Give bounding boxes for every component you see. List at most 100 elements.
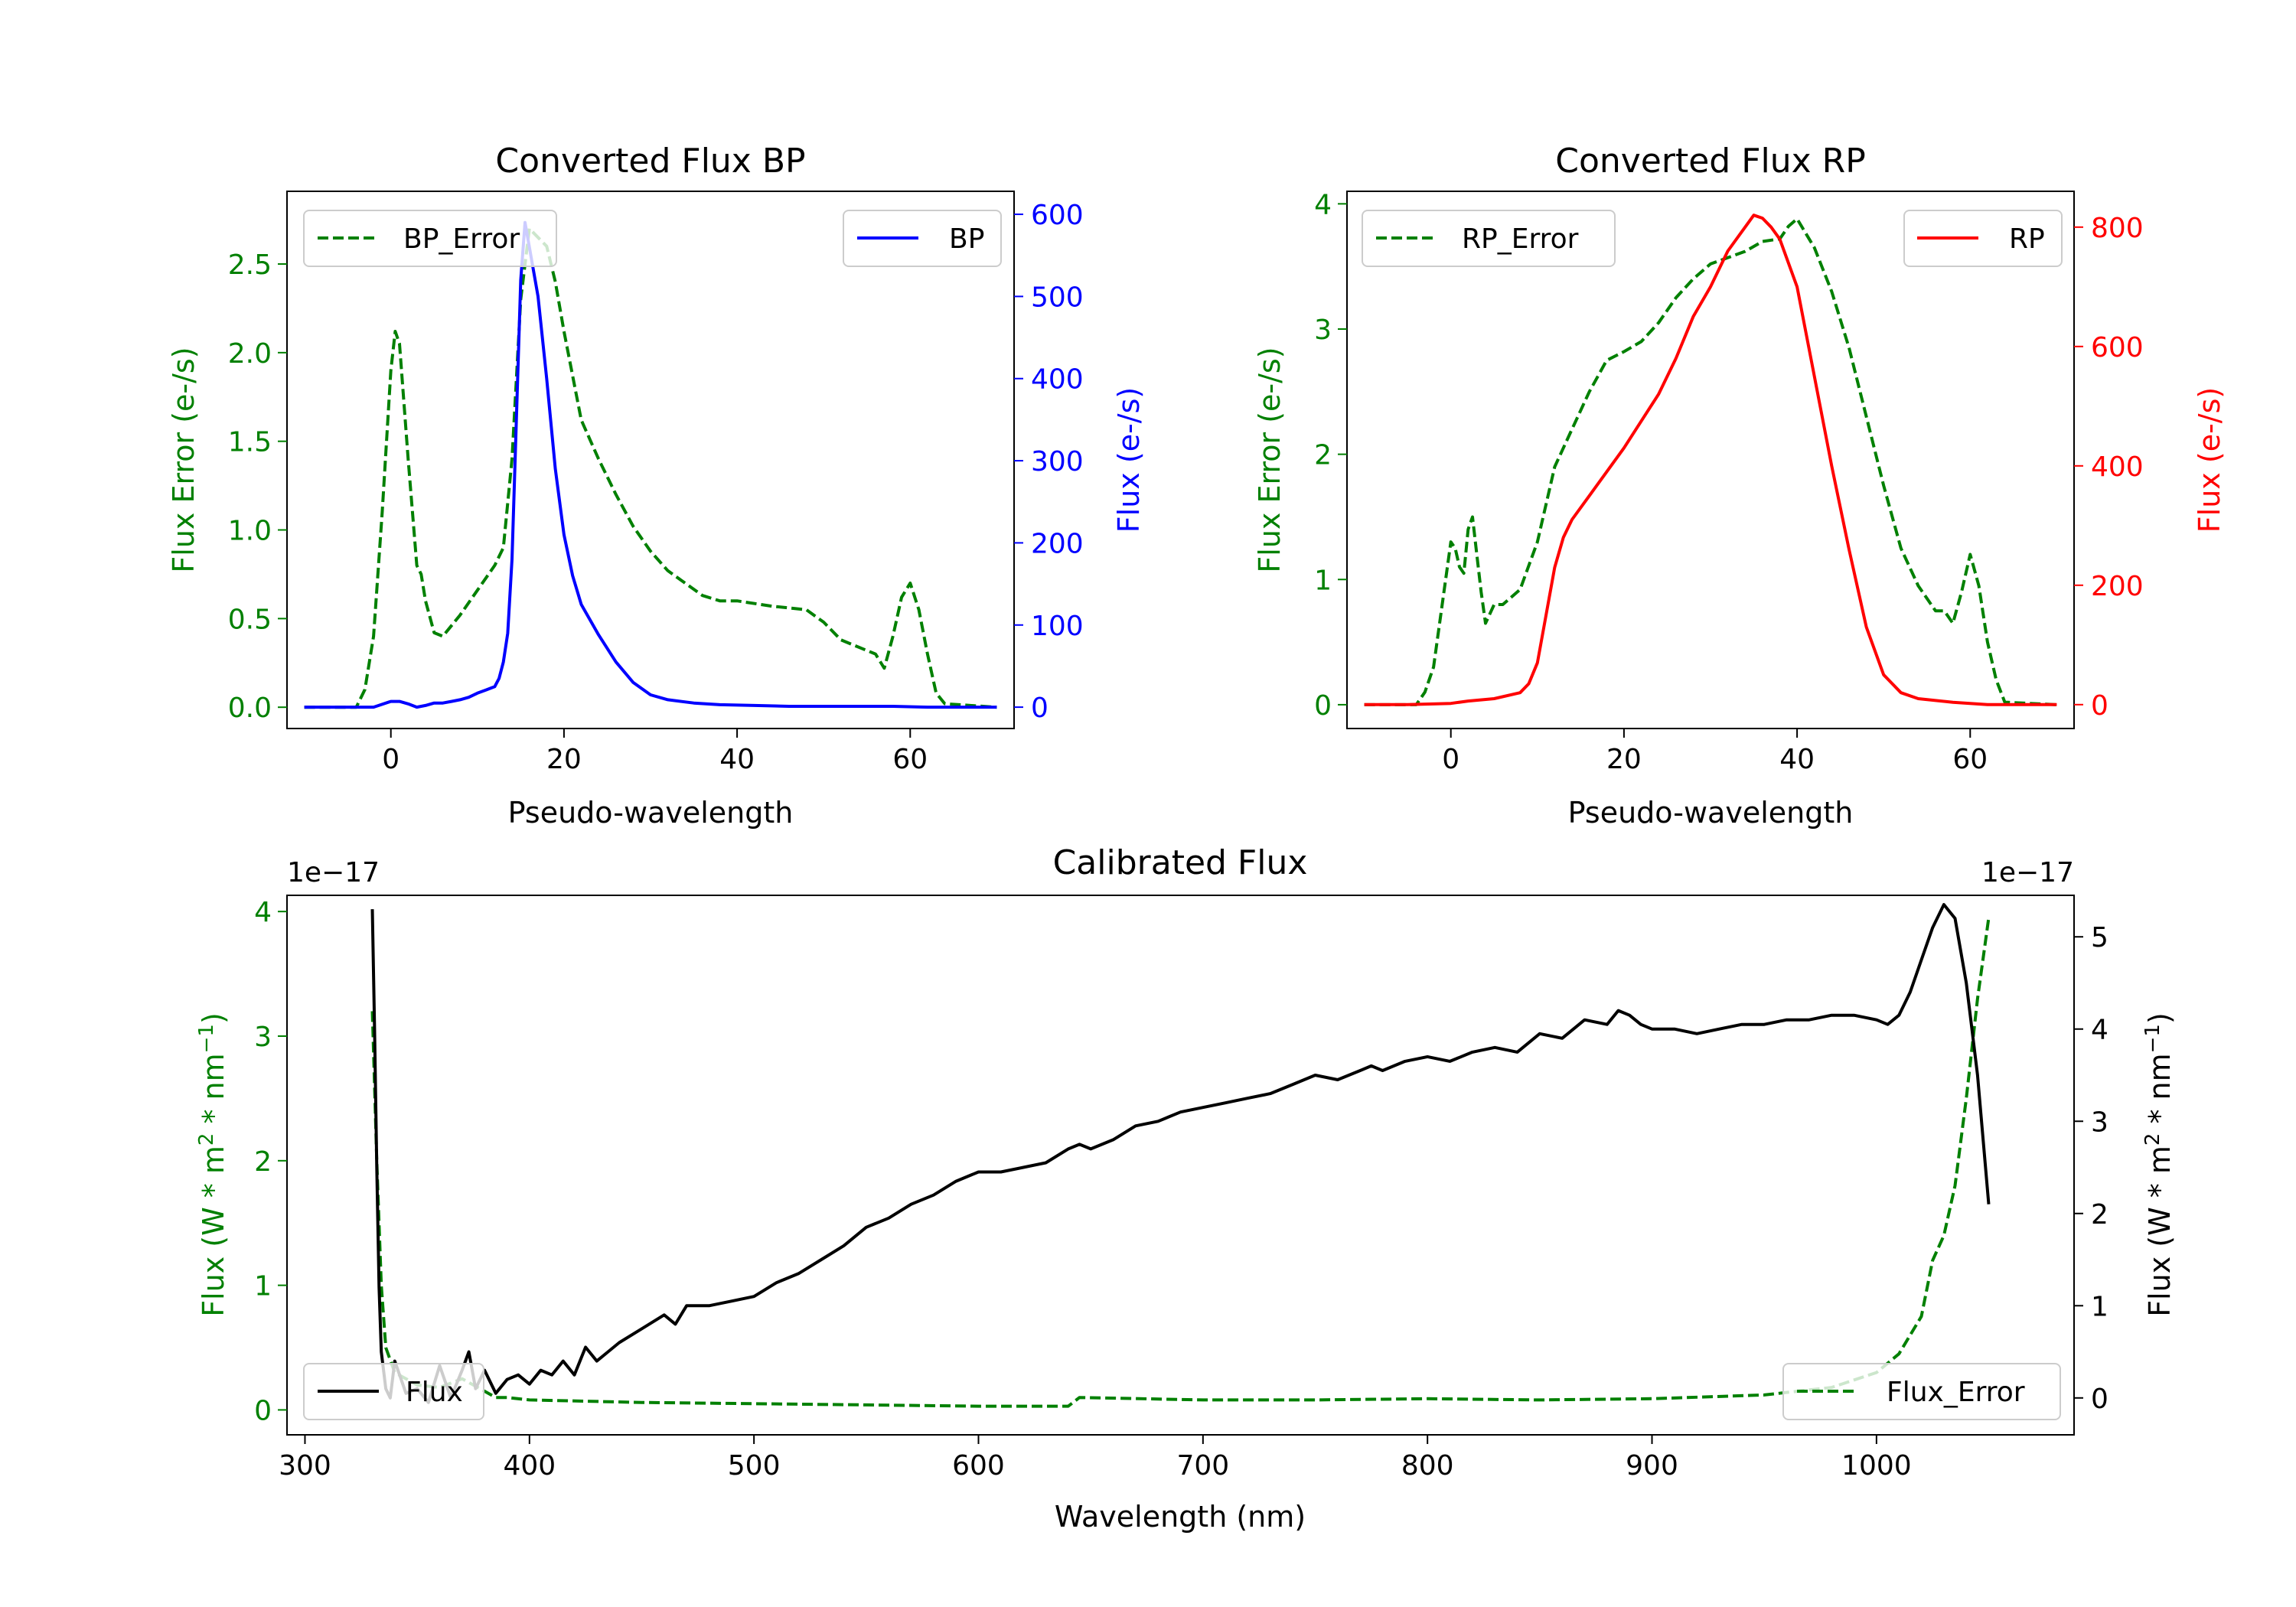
calibrated-left-ticks: 0 1 2 3 4	[254, 897, 287, 1426]
bp-legend-right: BP	[843, 210, 1002, 267]
calibrated-left-y-label-sup1: 2	[195, 1133, 218, 1146]
rp-right-tick-label: 600	[2091, 332, 2144, 363]
rp-frame	[1346, 191, 2075, 729]
calibrated-right-y-label-main: Flux (W * m	[2143, 1146, 2177, 1317]
calibrated-legend-right: Flux_Error	[1782, 1363, 2061, 1420]
calibrated-left-y-label-sup2: −1	[195, 1024, 218, 1053]
bp-right-tick-label: 500	[1031, 282, 1084, 313]
cal-left-tick-label: 3	[254, 1022, 272, 1053]
rp-right-tick-label: 800	[2091, 213, 2144, 244]
bp-x-tick-label: 20	[546, 744, 582, 775]
flux-error-legend-box	[1782, 1363, 2061, 1420]
rp-panel: 0 20 40 60 0 1 2 3 4 0 200 400 600 800 Converted Fl…	[1253, 142, 2226, 830]
rp-legend-left-box	[1362, 210, 1616, 267]
rp-x-tick-label: 40	[1779, 744, 1815, 775]
rp-right-tick-label: 400	[2091, 451, 2144, 483]
cal-left-tick-label: 2	[254, 1146, 272, 1178]
calibrated-right-offset: 1e−17	[1981, 857, 2074, 888]
cal-left-tick-label: 4	[254, 897, 272, 928]
calibrated-right-y-label-sup2: −1	[2141, 1024, 2164, 1053]
calibrated-title: Calibrated Flux	[1053, 843, 1308, 882]
bp-right-tick-label: 600	[1031, 200, 1084, 231]
calibrated-right-y-label-end: )	[2143, 1012, 2177, 1024]
cal-left-tick-label: 0	[254, 1395, 272, 1426]
cal-x-tick-label: 1000	[1841, 1450, 1912, 1482]
rp-left-tick-label: 2	[1314, 440, 1332, 471]
rp-plot-area	[1347, 191, 2074, 729]
bp-right-tick-label: 200	[1031, 528, 1084, 559]
bp-legend-label: BP	[949, 223, 984, 255]
cal-x-tick-label: 800	[1401, 1450, 1454, 1482]
calibrated-panel: 300 400 500 600 700 800 900 1000 0 1 2 3 4 0 1 2 3 4 5 C…	[195, 843, 2177, 1534]
calibrated-left-y-label-main: Flux (W * m	[197, 1146, 230, 1317]
rp-rp-line	[1364, 214, 2057, 706]
bp-title: Converted Flux BP	[495, 142, 805, 181]
rp-title: Converted Flux RP	[1555, 142, 1866, 181]
cal-left-tick-label: 1	[254, 1271, 272, 1302]
cal-x-tick-label: 600	[952, 1450, 1005, 1482]
rp-x-tick-label: 60	[1952, 744, 1988, 775]
cal-flux-line	[370, 903, 1991, 1404]
rp-x-tick-label: 20	[1606, 744, 1642, 775]
rp-legend-right: RP	[1903, 210, 2063, 267]
calibrated-x-ticks: 300 400 500 600 700 800 900 1000	[279, 1435, 1912, 1482]
rp-right-ticks: 0 200 400 600 800	[2074, 213, 2144, 722]
calibrated-right-y-label-sup1: 2	[2141, 1133, 2164, 1146]
cal-x-tick-label: 900	[1626, 1450, 1678, 1482]
cal-right-tick-label: 2	[2091, 1199, 2108, 1231]
bp-x-tick-label: 0	[382, 744, 400, 775]
cal-x-tick-label: 700	[1176, 1450, 1229, 1482]
rp-lines	[1364, 214, 2057, 706]
rp-rp-error-line	[1364, 217, 2057, 706]
rp-right-tick-label: 0	[2091, 690, 2108, 722]
cal-right-tick-label: 5	[2091, 922, 2108, 953]
rp-x-ticks: 0 20 40 60	[1442, 729, 1988, 775]
bp-x-ticks: 0 20 40 60	[382, 729, 928, 775]
calibrated-legend-left: Flux	[303, 1363, 484, 1420]
rp-x-tick-label: 0	[1442, 744, 1459, 775]
bp-left-tick-label: 0.0	[228, 693, 272, 724]
bp-left-tick-label: 2.5	[228, 249, 272, 281]
rp-left-ticks: 0 1 2 3 4	[1314, 189, 1347, 722]
bp-right-ticks: 0 100 200 300 400 500 600	[1014, 200, 1084, 724]
bp-panel: 0 20 40 60 0.0 0.5 1.0 1.5 2.0 2.5 0 100 200 300 400…	[167, 142, 1146, 830]
calibrated-x-label: Wavelength (nm)	[1055, 1500, 1306, 1534]
bp-legend-left: BP_Error	[303, 210, 557, 267]
rp-legend-right-box	[1903, 210, 2063, 267]
rp-right-tick-label: 200	[2091, 571, 2144, 602]
bp-left-tick-label: 0.5	[228, 604, 272, 635]
bp-right-tick-label: 400	[1031, 364, 1084, 396]
bp-left-tick-label: 1.0	[228, 516, 272, 547]
rp-error-legend-label: RP_Error	[1462, 223, 1579, 255]
bp-plot-area	[287, 191, 1014, 729]
flux-legend-box	[303, 1363, 484, 1420]
calibrated-right-y-label: Flux (W * m2 * nm−1)	[2141, 1012, 2177, 1317]
bp-x-label: Pseudo-wavelength	[508, 796, 794, 830]
bp-legend-left-box	[303, 210, 557, 267]
bp-left-tick-label: 1.5	[228, 427, 272, 458]
bp-left-tick-label: 2.0	[228, 338, 272, 370]
rp-left-tick-label: 4	[1314, 189, 1332, 220]
rp-x-label: Pseudo-wavelength	[1568, 796, 1854, 830]
rp-legend-label: RP	[2009, 223, 2045, 255]
calibrated-right-ticks: 0 1 2 3 4 5	[2074, 922, 2108, 1415]
bp-left-y-label: Flux Error (e-/s)	[167, 347, 201, 572]
bp-x-tick-label: 60	[892, 744, 928, 775]
calibrated-left-y-label-end: )	[197, 1012, 230, 1024]
flux-legend-label: Flux	[406, 1377, 463, 1408]
calibrated-frame	[286, 895, 2075, 1436]
cal-x-tick-label: 500	[728, 1450, 781, 1482]
cal-right-tick-label: 4	[2091, 1015, 2108, 1046]
rp-left-tick-label: 0	[1314, 690, 1332, 722]
bp-legend-right-box	[843, 210, 1002, 267]
calibrated-left-y-label-mid: * nm	[197, 1053, 230, 1133]
rp-left-y-label: Flux Error (e-/s)	[1253, 347, 1287, 572]
bp-right-tick-label: 300	[1031, 446, 1084, 478]
rp-right-y-label: Flux (e-/s)	[2193, 387, 2226, 533]
rp-left-tick-label: 1	[1314, 565, 1332, 596]
bp-error-legend-label: BP_Error	[403, 223, 520, 255]
rp-legend-left: RP_Error	[1362, 210, 1616, 267]
rp-left-tick-label: 3	[1314, 315, 1332, 346]
bp-frame	[286, 191, 1015, 729]
